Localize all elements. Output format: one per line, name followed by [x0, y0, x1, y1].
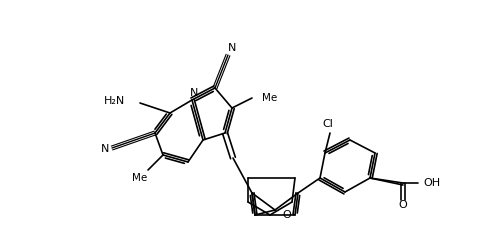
Text: Cl: Cl [322, 119, 333, 129]
Text: N: N [228, 43, 236, 53]
Text: O: O [282, 210, 291, 220]
Text: N: N [190, 88, 198, 98]
Text: Me: Me [133, 173, 147, 183]
Text: H₂N: H₂N [104, 96, 125, 106]
Text: OH: OH [423, 178, 440, 188]
Text: O: O [399, 200, 407, 210]
Text: Me: Me [262, 93, 277, 103]
Text: N: N [101, 144, 109, 154]
